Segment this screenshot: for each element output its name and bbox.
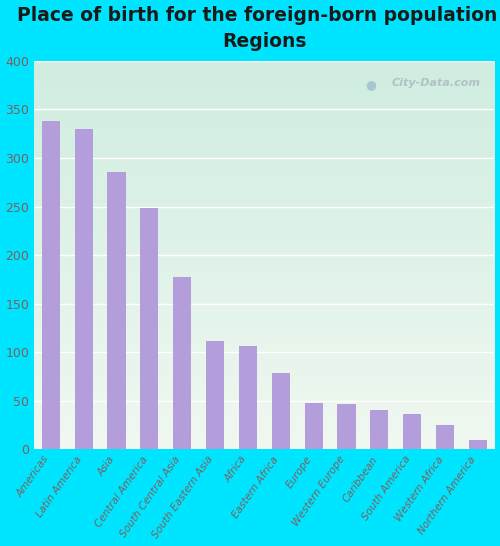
Title: Place of birth for the foreign-born population -
Regions: Place of birth for the foreign-born popu… — [17, 5, 500, 51]
Bar — [436, 425, 454, 449]
Bar — [370, 410, 388, 449]
Bar — [304, 403, 322, 449]
Text: City-Data.com: City-Data.com — [392, 79, 480, 88]
Bar — [272, 373, 290, 449]
Bar — [338, 403, 355, 449]
Bar — [42, 121, 60, 449]
Bar — [140, 207, 158, 449]
Bar — [108, 171, 126, 449]
Text: ●: ● — [366, 79, 376, 91]
Bar — [173, 277, 191, 449]
Bar — [403, 414, 421, 449]
Bar — [206, 341, 224, 449]
Bar — [239, 346, 257, 449]
Bar — [469, 440, 487, 449]
Bar — [74, 129, 92, 449]
